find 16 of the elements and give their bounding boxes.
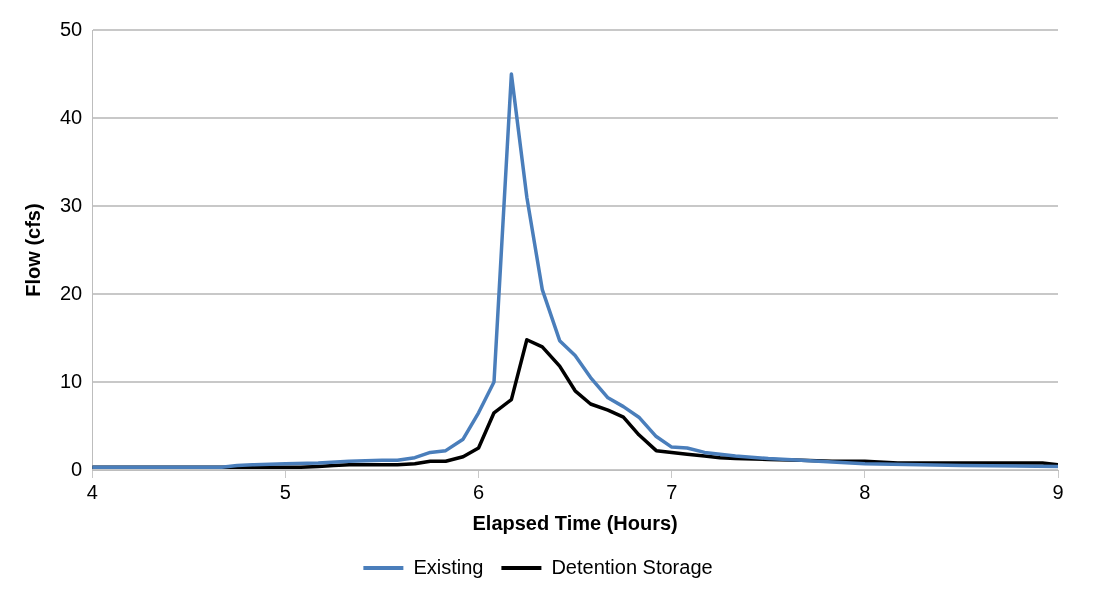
x-tick-label: 7 <box>666 480 678 503</box>
legend-label: Existing <box>413 555 484 578</box>
y-tick-label: 50 <box>60 17 83 40</box>
y-tick-label: 40 <box>60 105 83 128</box>
y-tick-label: 30 <box>60 193 83 216</box>
x-tick-label: 6 <box>472 480 485 503</box>
y-tick-label: 10 <box>60 369 83 392</box>
x-tick-label: 4 <box>86 480 98 503</box>
x-tick-label: 5 <box>279 480 291 503</box>
y-axis-title: Flow (cfs) <box>21 203 44 297</box>
y-tick-label: 0 <box>71 457 83 480</box>
x-tick-label: 8 <box>859 480 871 503</box>
y-tick-label: 20 <box>60 281 83 304</box>
x-tick-label: 9 <box>1052 480 1064 503</box>
legend-label: Detention Storage <box>551 555 713 578</box>
x-axis-title: Elapsed Time (Hours) <box>472 511 678 534</box>
